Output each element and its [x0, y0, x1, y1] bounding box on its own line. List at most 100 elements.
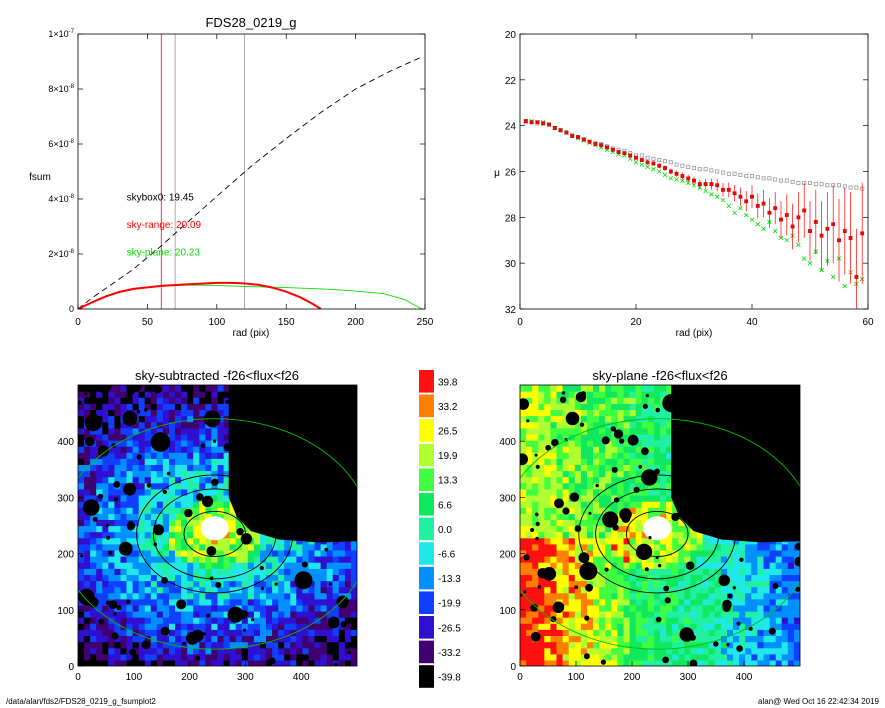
- sky-plane-pixel: [757, 556, 765, 563]
- sky-plane-pixel: [526, 653, 533, 661]
- sky-subtracted-pixel: [302, 617, 310, 624]
- sky-subtracted-pixel: [175, 586, 182, 594]
- sky-plane-pixel: [684, 580, 691, 588]
- sky-plane-pixel: [690, 537, 698, 545]
- sky-plane-pixel: [568, 403, 576, 410]
- mu-point-red: [848, 236, 853, 240]
- sky-subtracted-pixel: [320, 635, 328, 643]
- sky-plane-pixel: [532, 482, 539, 490]
- sky-subtracted-pixel: [120, 403, 128, 410]
- sky-plane-pixel: [635, 476, 643, 484]
- sky-plane-pixel: [781, 574, 789, 582]
- sky-subtracted-pixel: [187, 427, 194, 435]
- sky-subtracted-pixel: [144, 440, 152, 447]
- sky-subtracted-pixel: [96, 476, 103, 484]
- sky-subtracted-pixel: [162, 623, 170, 630]
- sky-subtracted-pixel: [114, 433, 122, 441]
- sky-plane-pixel: [623, 647, 631, 655]
- sky-plane-pixel: [635, 440, 643, 447]
- sky-subtracted-pixel: [278, 647, 285, 655]
- sky-plane-pixel: [793, 653, 800, 661]
- sky-subtracted-pixel: [78, 647, 85, 655]
- sky-subtracted-pixel: [260, 635, 267, 643]
- sky-subtracted-pixel: [314, 543, 322, 551]
- sky-plane-star-mask: [588, 511, 592, 515]
- sky-plane-pixel: [763, 653, 771, 661]
- sky-subtracted-pixel: [308, 598, 316, 606]
- sky-plane-pixel: [660, 659, 667, 666]
- sky-plane-pixel: [733, 543, 740, 551]
- sky-plane-pixel: [611, 403, 618, 410]
- sky-plane-pixel: [623, 433, 631, 441]
- sky-subtracted-pixel: [205, 427, 213, 435]
- fsum-xtick-label: 50: [142, 317, 154, 328]
- sky-plane-pixel: [775, 635, 783, 643]
- sky-plane-pixel: [617, 543, 625, 551]
- sky-plane-pixel: [647, 580, 655, 588]
- sky-subtracted-pixel: [272, 556, 279, 563]
- sky-subtracted-pixel: [193, 415, 200, 423]
- sky-subtracted-star-mask: [317, 527, 322, 531]
- sky-subtracted-pixel: [120, 427, 128, 435]
- sky-subtracted-pixel: [102, 659, 109, 666]
- sky-subtracted-pixel: [102, 592, 109, 600]
- sky-subtracted-pixel: [120, 507, 128, 514]
- sky-plane-pixel: [550, 488, 558, 496]
- sky-plane-pixel: [605, 440, 612, 447]
- sky-subtracted-pixel: [102, 507, 109, 514]
- sky-plane-pixel: [550, 635, 558, 643]
- sky-subtracted-pixel: [169, 452, 176, 459]
- sky-plane-pixel: [684, 611, 691, 618]
- sky-subtracted-pixel: [187, 397, 194, 404]
- sky-plane-map: sky-plane -f26<flux<f26 0 100 200 300 400010…: [499, 368, 801, 683]
- colorbar-label: -39.8: [438, 673, 461, 684]
- sky-plane-pixel: [793, 629, 800, 636]
- sky-plane-star-mask: [655, 407, 661, 413]
- sky-plane-pixel: [605, 617, 612, 624]
- sky-plane-pixel: [629, 543, 637, 551]
- sky-subtracted-pixel: [253, 635, 261, 643]
- sky-subtracted-pixel: [229, 580, 237, 588]
- sky-plane-pixel: [587, 433, 594, 441]
- sky-plane-pixel: [556, 635, 564, 643]
- sky-plane-pixel: [593, 574, 600, 582]
- colorbar-swatch: [419, 517, 434, 541]
- sky-plane-pixel: [574, 604, 582, 612]
- sky-subtracted-pixel: [338, 586, 346, 594]
- sky-plane-pixel: [672, 537, 679, 545]
- sky-subtracted-pixel: [260, 611, 267, 618]
- sky-plane-pixel: [660, 568, 667, 575]
- sky-subtracted-pixel: [84, 403, 91, 410]
- sky-subtracted-pixel: [132, 452, 140, 459]
- sky-subtracted-pixel: [260, 568, 267, 575]
- sky-plane-pixel: [739, 580, 746, 588]
- sky-subtracted-pixel: [223, 623, 231, 630]
- sky-subtracted-pixel: [253, 574, 261, 582]
- sky-subtracted-pixel: [320, 574, 328, 582]
- sky-subtracted-pixel: [150, 617, 158, 624]
- sky-subtracted-pixel: [193, 470, 200, 478]
- sky-plane-pixel: [635, 537, 643, 545]
- sky-plane-star-mask: [711, 393, 730, 411]
- sky-subtracted-pixel: [247, 586, 255, 594]
- sky-plane-pixel: [623, 495, 631, 502]
- sky-subtracted-pixel: [217, 458, 225, 465]
- sky-plane-pixel: [538, 653, 545, 661]
- sky-subtracted-pixel: [78, 611, 85, 618]
- sky-subtracted-pixel: [138, 617, 146, 624]
- sky-subtracted-star-mask: [324, 547, 329, 552]
- sky-plane-pixel: [733, 617, 740, 624]
- sky-subtracted-pixel: [96, 647, 103, 655]
- sky-subtracted-pixel: [272, 574, 279, 582]
- sky-subtracted-pixel: [144, 403, 152, 410]
- mu-point-red: [773, 206, 778, 211]
- sky-plane-pixel: [684, 574, 691, 582]
- sky-subtracted-pixel: [78, 415, 85, 423]
- sky-plane-pixel: [623, 592, 631, 600]
- sky-plane-pixel: [757, 635, 765, 643]
- sky-subtracted-pixel: [211, 617, 219, 624]
- sky-subtracted-pixel: [144, 617, 152, 624]
- sky-subtracted-pixel: [296, 617, 303, 624]
- sky-plane-pixel: [574, 659, 582, 666]
- sky-plane-pixel: [599, 574, 606, 582]
